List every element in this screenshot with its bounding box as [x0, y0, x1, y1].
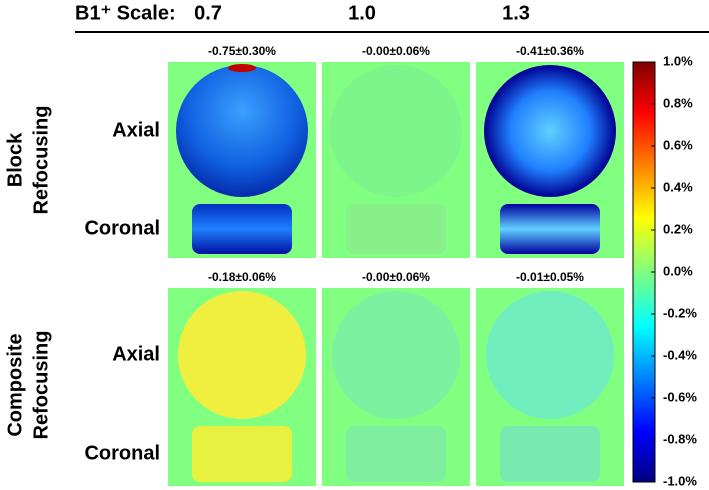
colorbar-tick-label: 0.8%: [663, 95, 693, 110]
stat-label: -0.01±0.05%: [516, 270, 584, 284]
stat-label: -0.75±0.30%: [208, 44, 276, 58]
group-label: Composite: [4, 333, 26, 436]
colorbar-tick-label: -1.0%: [663, 473, 697, 488]
axial-map: [178, 291, 306, 419]
column-label: 0.7: [194, 2, 222, 24]
axial-map: [330, 65, 462, 197]
stat-label: -0.00±0.06%: [362, 44, 430, 58]
colorbar-tick-label: 0.0%: [663, 263, 693, 278]
colorbar-tick-label: 1.0%: [663, 53, 693, 68]
stat-label: -0.41±0.36%: [516, 44, 584, 58]
column-label: 1.0: [348, 2, 376, 24]
coronal-map: [346, 426, 446, 482]
axial-map: [486, 291, 614, 419]
header-label: B1⁺ Scale:: [75, 2, 176, 24]
coronal-map: [500, 426, 600, 482]
colorbar-tick-label: 0.6%: [663, 137, 693, 152]
axial-map: [484, 65, 616, 197]
group-label: Block: [4, 132, 26, 187]
column-label: 1.3: [502, 2, 530, 24]
colorbar-tick-label: -0.4%: [663, 347, 697, 362]
stat-label: -0.18±0.06%: [208, 270, 276, 284]
coronal-map: [500, 204, 600, 254]
group-label: Refocusing: [30, 106, 52, 215]
colorbar-tick-label: -0.2%: [663, 305, 697, 320]
axial-hotspot: [228, 64, 256, 72]
colorbar-tick-label: -0.6%: [663, 389, 697, 404]
row-label: Coronal: [84, 442, 160, 464]
row-label: Axial: [112, 343, 160, 365]
coronal-map: [192, 426, 292, 482]
colorbar-tick-label: 0.4%: [663, 179, 693, 194]
row-label: Coronal: [84, 217, 160, 239]
row-label: Axial: [112, 119, 160, 141]
coronal-map: [346, 204, 446, 254]
axial-map: [332, 291, 460, 419]
group-label: Refocusing: [30, 331, 52, 440]
axial-map: [176, 65, 308, 197]
colorbar-tick-label: 0.2%: [663, 221, 693, 236]
colorbar-tick-label: -0.8%: [663, 431, 697, 446]
stat-label: -0.00±0.06%: [362, 270, 430, 284]
coronal-map: [192, 204, 292, 254]
